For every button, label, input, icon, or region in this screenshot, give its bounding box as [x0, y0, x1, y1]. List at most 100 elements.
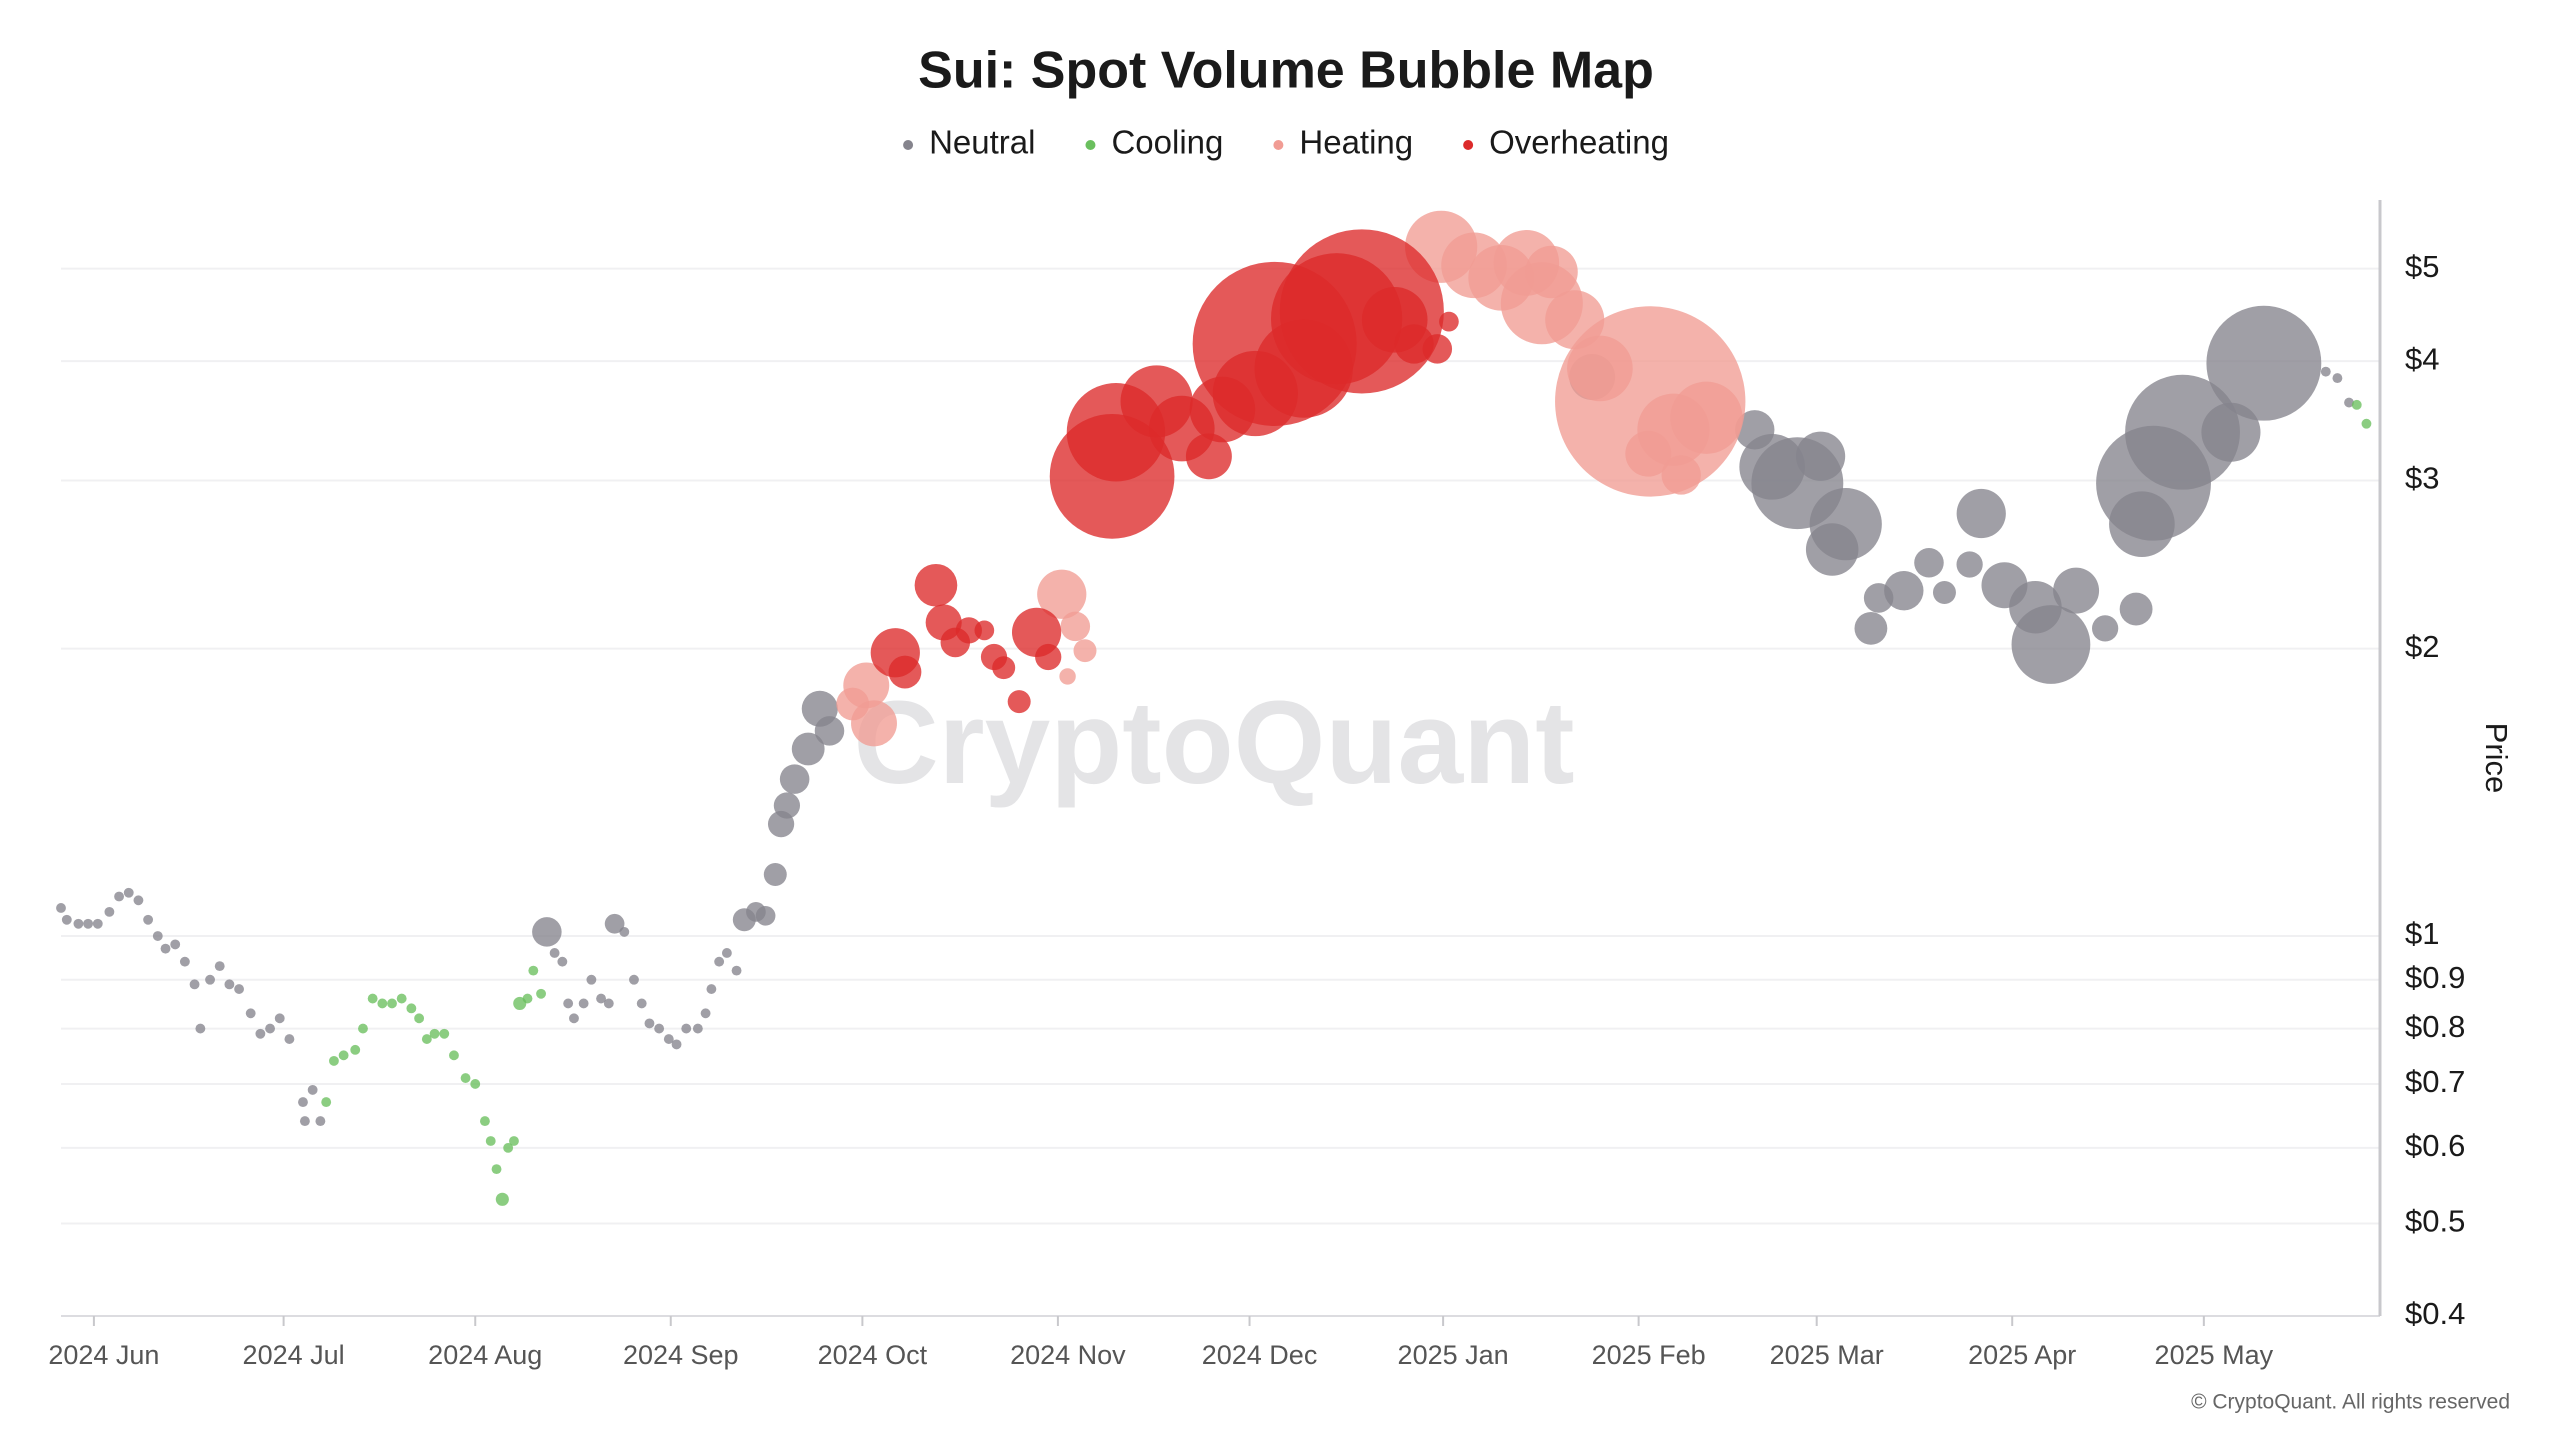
bubble	[195, 1023, 206, 1034]
bubble	[2361, 418, 2372, 429]
bubble	[123, 887, 134, 898]
series-0	[56, 305, 2354, 1127]
bubble	[2091, 615, 2119, 642]
bubble	[179, 956, 190, 967]
bubble	[255, 1028, 266, 1039]
bubble	[755, 905, 776, 926]
bubble	[329, 1055, 339, 1066]
bubble	[406, 1003, 417, 1014]
bubble	[299, 1116, 310, 1127]
copyright: © CryptoQuant. All rights reserved	[2191, 1391, 2510, 1414]
legend-label: Cooling	[1111, 124, 1223, 161]
legend: Neutral Cooling Heating Overheating	[903, 124, 1669, 161]
bubble	[449, 1050, 459, 1061]
bubble	[114, 891, 124, 902]
bubble	[133, 895, 144, 906]
bubble	[629, 974, 639, 985]
y-tick-label: $0.9	[2405, 960, 2465, 995]
bubble	[654, 1023, 665, 1034]
series-2	[836, 210, 1746, 747]
bubble	[480, 1116, 490, 1127]
bubble	[470, 1079, 481, 1089]
bubble	[604, 913, 625, 934]
bubble	[1059, 668, 1076, 685]
bubble	[83, 918, 94, 929]
bubble	[143, 914, 154, 925]
bubble	[563, 998, 574, 1009]
bubble	[358, 1023, 368, 1034]
bubble	[721, 948, 732, 958]
bubble	[2011, 605, 2091, 684]
bubble	[692, 1023, 703, 1034]
legend-marker	[1085, 140, 1096, 150]
bubble	[1661, 455, 1701, 495]
bubble	[387, 998, 397, 1009]
bubble	[1956, 551, 1983, 578]
bubble	[503, 1142, 514, 1153]
bubble	[2125, 374, 2240, 490]
bubble	[763, 863, 787, 886]
y-tick-label: $0.4	[2405, 1296, 2465, 1331]
bubble	[731, 965, 742, 976]
bubble	[104, 906, 115, 917]
bubble	[338, 1050, 349, 1061]
x-tick-label: 2025 Jan	[1398, 1340, 1509, 1370]
bubble	[596, 993, 606, 1004]
bubble	[2332, 373, 2343, 384]
y-tick-label: $0.7	[2405, 1064, 2465, 1099]
bubble	[914, 563, 958, 607]
bubble	[1809, 488, 1882, 561]
y-tick-label: $3	[2405, 461, 2439, 496]
bubble	[569, 1013, 579, 1024]
y-tick-label: $0.8	[2405, 1009, 2465, 1044]
bubble	[1035, 643, 1062, 671]
bubble	[586, 974, 597, 985]
bubble	[495, 1192, 509, 1206]
bubble	[1525, 245, 1578, 299]
bubble	[245, 1008, 256, 1019]
bubble	[265, 1023, 275, 1034]
bubble	[396, 993, 407, 1004]
bubble	[2344, 397, 2354, 408]
bubble	[557, 956, 568, 967]
x-tick-label: 2024 Aug	[428, 1340, 542, 1370]
bubble	[367, 993, 378, 1004]
bubble	[528, 965, 539, 976]
x-tick-label: 2024 Dec	[1202, 1340, 1318, 1370]
bubble	[1185, 433, 1232, 480]
bubble	[603, 998, 614, 1009]
bubble	[1932, 580, 1956, 604]
bubble	[992, 656, 1016, 680]
y-tick-label: $0.5	[2405, 1204, 2465, 1239]
bubble	[636, 998, 647, 1009]
bubble	[298, 1097, 308, 1108]
bubble	[1439, 311, 1459, 332]
bubble	[700, 1008, 711, 1019]
bubble	[1795, 431, 1846, 481]
bubble	[549, 948, 560, 958]
bubble	[92, 918, 103, 929]
bubble	[350, 1044, 361, 1055]
bubble	[73, 918, 84, 929]
legend-marker	[1273, 140, 1284, 150]
bubble	[814, 716, 845, 746]
bubble	[1956, 488, 2006, 539]
bubble	[2053, 567, 2100, 614]
bubble	[205, 974, 215, 985]
bubble	[377, 998, 388, 1009]
bubble	[224, 979, 235, 990]
bubble	[851, 700, 897, 747]
bubble	[1884, 570, 1924, 611]
bubble	[61, 914, 72, 925]
bubble	[2206, 305, 2322, 421]
bubble	[421, 1034, 432, 1044]
bubble	[214, 961, 225, 972]
bubble	[1073, 639, 1097, 663]
bubble	[460, 1073, 471, 1083]
x-tick-label: 2024 Jul	[243, 1340, 345, 1370]
x-tick-label: 2024 Jun	[48, 1340, 159, 1370]
bubble	[160, 943, 171, 954]
y-tick-label: $1	[2405, 916, 2439, 951]
bubble	[429, 1028, 440, 1039]
bubble	[773, 792, 801, 819]
